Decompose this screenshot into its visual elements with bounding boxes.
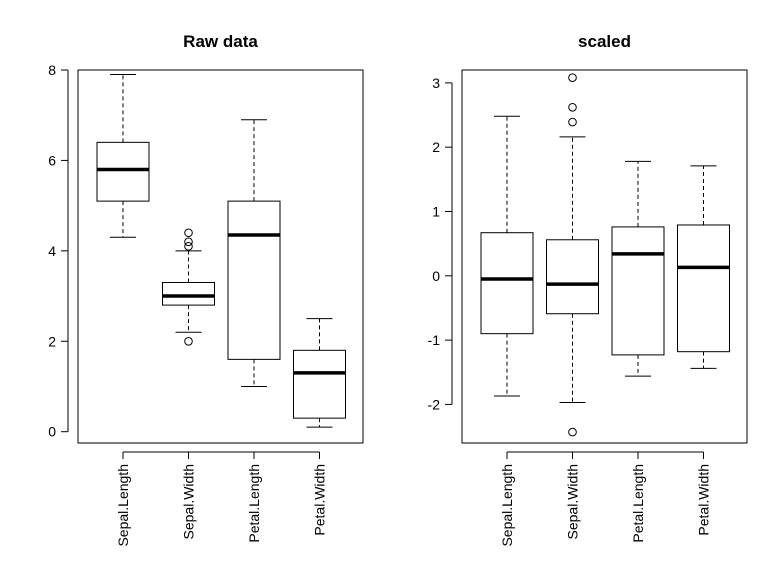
- outlier-point: [184, 336, 193, 346]
- box-sepal-length: [480, 115, 534, 397]
- y-tick-label: -2: [428, 396, 441, 412]
- box-iqr: [162, 281, 215, 306]
- chart-title: scaled: [578, 32, 631, 51]
- y-tick-label: 2: [48, 333, 56, 349]
- box-iqr: [96, 141, 150, 202]
- box-petal-width: [677, 165, 730, 369]
- box-sepal-width: [162, 228, 215, 346]
- outlier-point: [568, 103, 577, 112]
- box-sepal-length: [96, 74, 150, 238]
- y-tick-label: 3: [432, 75, 440, 91]
- plot-frame: [461, 69, 748, 444]
- outlier-point: [568, 73, 577, 83]
- outlier-point: [184, 242, 193, 251]
- panel-raw-data: Raw data 0 2 4 6 8 Sepal.Length Sepal.Width Pet…: [48, 32, 364, 547]
- box-iqr: [677, 224, 730, 353]
- box-iqr: [227, 200, 281, 360]
- x-tick-label: Sepal.Length: [115, 464, 131, 547]
- outlier-point: [184, 237, 193, 247]
- y-tick-label: -1: [428, 332, 441, 348]
- y-tick-label: 0: [48, 424, 56, 440]
- y-tick-label: 6: [48, 152, 56, 168]
- y-tick-label: 1: [432, 203, 440, 219]
- x-tick-label: Sepal.Length: [499, 464, 515, 547]
- panel-scaled: scaled -2 -1 0 1 2 3 Sepal.Length Sepal.Width Pe…: [428, 32, 748, 547]
- x-tick-label: Sepal.Width: [181, 464, 197, 539]
- box-iqr: [546, 239, 599, 315]
- x-tick-label: Sepal.Width: [565, 464, 581, 539]
- x-tick-label: Petal.Width: [696, 464, 712, 536]
- x-tick-label: Petal.Length: [246, 464, 262, 543]
- box-petal-length: [227, 119, 281, 387]
- y-tick-label: 0: [432, 268, 440, 284]
- outlier-point: [568, 427, 577, 437]
- box-sepal-width: [546, 73, 599, 437]
- y-tick-label: 8: [48, 62, 56, 78]
- plot-frame: [77, 69, 364, 444]
- box-iqr: [480, 232, 534, 335]
- outlier-point: [568, 117, 577, 127]
- box-petal-length: [611, 160, 665, 377]
- box-petal-width: [293, 318, 346, 428]
- box-iqr: [611, 226, 665, 356]
- y-tick-label: 4: [48, 243, 56, 259]
- x-tick-label: Petal.Width: [312, 464, 328, 536]
- chart-title: Raw data: [183, 32, 258, 51]
- outlier-point: [184, 228, 193, 238]
- box-iqr: [293, 349, 346, 419]
- x-tick-label: Petal.Length: [630, 464, 646, 543]
- y-tick-label: 2: [432, 139, 440, 155]
